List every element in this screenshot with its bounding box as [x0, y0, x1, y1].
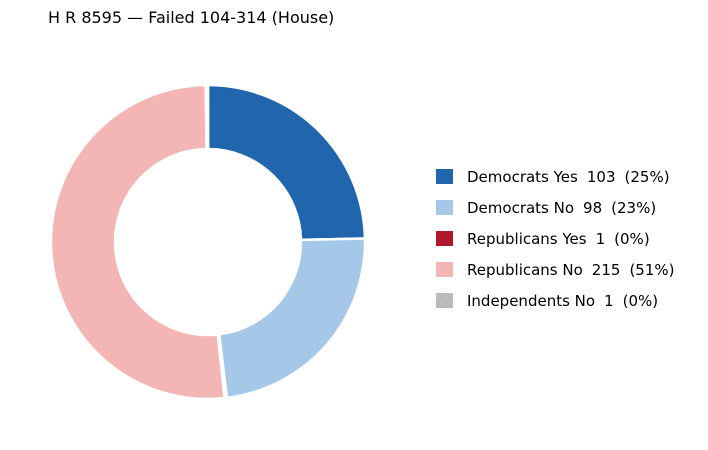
- legend-item: Democrats No 98 (23%): [436, 197, 675, 218]
- slice-independents-no: [204, 83, 210, 151]
- legend-item: Democrats Yes 103 (25%): [436, 166, 675, 187]
- legend-label: Independents No: [467, 291, 596, 310]
- chart-title: H R 8595 — Failed 104-314 (House): [48, 8, 335, 27]
- slice-democrats-yes: [206, 83, 367, 242]
- legend-percent: 0%: [628, 291, 653, 310]
- legend-item: Republicans No 215 (51%): [436, 259, 675, 280]
- legend-percent: 51%: [635, 260, 669, 279]
- legend: Democrats Yes 103 (25%) Democrats No 98 (23%)…: [436, 166, 675, 321]
- legend-label: Republicans No: [467, 260, 583, 279]
- legend-value: 103: [586, 167, 616, 186]
- legend-percent-wrap: (23%): [611, 198, 657, 217]
- legend-value: 98: [583, 198, 603, 217]
- legend-percent-wrap: (51%): [629, 260, 675, 279]
- donut-slices: [49, 83, 367, 401]
- legend-label: Democrats Yes: [467, 167, 578, 186]
- legend-label: Republicans Yes: [467, 229, 587, 248]
- legend-percent-wrap: (0%): [614, 229, 650, 248]
- legend-swatch: [436, 169, 453, 184]
- legend-swatch: [436, 231, 453, 246]
- legend-percent: 23%: [617, 198, 651, 217]
- legend-swatch: [436, 262, 453, 277]
- legend-swatch: [436, 293, 453, 308]
- legend-item: Republicans Yes 1 (0%): [436, 228, 675, 249]
- legend-percent-wrap: (0%): [622, 291, 659, 310]
- legend-percent: 0%: [620, 229, 644, 248]
- legend-label: Democrats No: [467, 198, 575, 217]
- legend-swatch: [436, 200, 453, 215]
- donut-chart: [49, 83, 367, 401]
- legend-value: 1: [604, 291, 614, 310]
- slice-republicans-no: [49, 83, 226, 401]
- legend-percent-wrap: (25%): [624, 167, 670, 186]
- legend-percent: 25%: [630, 167, 664, 186]
- legend-value: 1: [595, 229, 606, 248]
- legend-value: 215: [591, 260, 621, 279]
- legend-item: Independents No 1 (0%): [436, 290, 675, 311]
- slice-democrats-no: [217, 237, 367, 400]
